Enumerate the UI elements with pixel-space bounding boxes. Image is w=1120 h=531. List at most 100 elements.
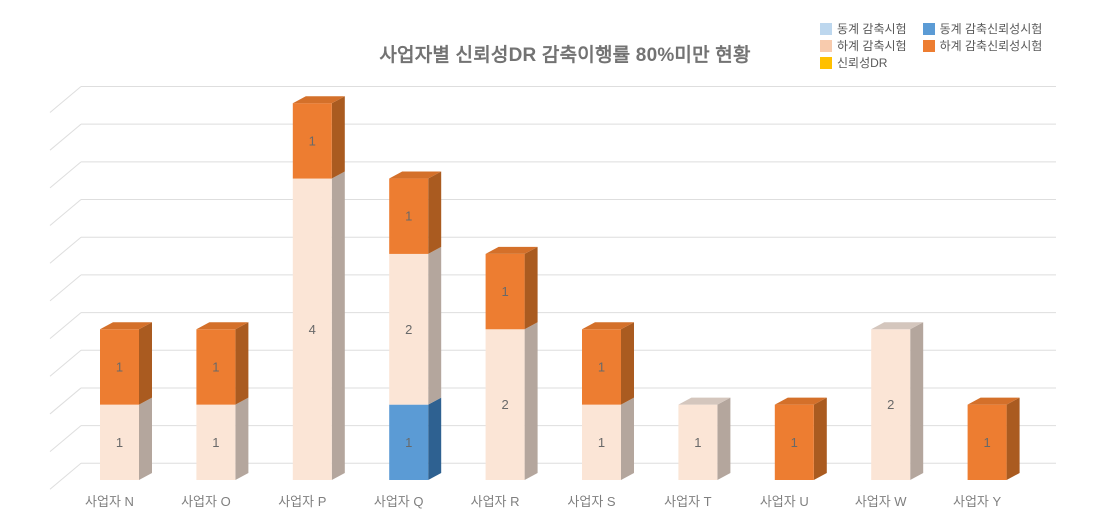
bar-segment-side [621,397,634,480]
legend-label: 동계 감축신뢰성시험 [939,22,1043,36]
bar-segment [100,404,139,480]
gridline-sidewall [49,274,82,302]
legend-swatch-icon [820,57,832,69]
gridline-sidewall [49,462,82,490]
bar-segment-side [813,397,827,480]
gridline-sidewall [49,86,82,113]
legend-label: 동계 감축시험 [837,22,907,36]
bar-value-label: 1 [791,435,798,450]
bar-segment-side [428,246,442,405]
x-axis-label: 사업자 W [855,494,907,509]
gridline-sidewall [49,236,82,264]
bar-segment-top [678,397,731,405]
bar-segment-top [100,322,152,330]
bar-segment [389,253,429,405]
bar-value-label: 1 [694,435,701,450]
bar-value-label: 1 [212,435,219,450]
bar-segment [774,404,814,480]
legend-item: 하계 감축시험 [820,39,907,53]
bar-segment-top [485,246,538,254]
bar-segment-top [774,397,827,405]
gridline-sidewall [49,123,82,151]
bar-value-label: 4 [309,322,316,337]
bar-segment-side [524,322,538,480]
legend-label: 하계 감축신뢰성시험 [939,39,1043,53]
bar-segment [196,329,236,405]
bar-value-label: 1 [116,359,123,374]
x-axis-label: 사업자 Q [374,494,424,509]
bar-segment [389,404,429,480]
bar-segment [678,404,718,480]
x-axis-label: 사업자 S [567,494,615,509]
gridline-sidewall [49,312,82,339]
legend-swatch-icon [820,40,832,52]
bar-segment-side [1006,397,1020,480]
bar-value-label: 1 [598,359,605,374]
legend-item: 동계 감축신뢰성시험 [922,22,1043,36]
bar-segment-top [871,322,924,330]
bar-segment-side [621,322,634,405]
legend-swatch-icon [922,40,935,52]
legend-label: 신뢰성DR [837,56,888,70]
bar-segment [196,404,236,480]
x-axis-label: 사업자 R [471,494,520,509]
bar-segment [582,404,621,480]
bar-segment [582,329,621,405]
legend-item: 신뢰성DR [820,56,887,70]
bar-value-label: 1 [405,209,412,224]
bar-value-label: 2 [501,397,508,412]
bar-segment-top [292,96,345,104]
gridline-sidewall [49,387,82,415]
gridline-sidewall [49,425,82,453]
bar-value-label: 1 [116,435,123,450]
bar-segment-side [331,96,345,179]
bar-segment-top [196,322,249,330]
bar-value-label: 1 [983,435,990,450]
bar-segment [292,103,332,179]
x-axis-label: 사업자 N [85,494,134,509]
x-axis-label: 사업자 T [664,494,711,509]
bar-value-label: 1 [405,435,412,450]
bar-value-label: 2 [405,322,412,337]
bar-segment [292,178,332,480]
bar-value-label: 1 [309,133,316,148]
bar-value-label: 1 [598,435,605,450]
x-axis-label: 사업자 Y [953,494,1001,509]
bar-segment [485,329,525,480]
bar-segment-side [235,322,249,405]
legend-swatch-icon [820,23,832,35]
bar-segment-side [331,171,345,480]
bar-value-label: 1 [212,359,219,374]
bar-segment-top [389,171,442,179]
gridline-sidewall [49,349,82,377]
bar-segment-side [235,397,249,480]
x-axis-label: 사업자 O [181,494,231,509]
gridline-sidewall [49,199,82,226]
bar-value-label: 2 [887,397,894,412]
chart-title: 사업자별 신뢰성DR 감축이행률 80%미만 현황 [379,45,751,66]
bar-segment-side [524,246,538,330]
bar-segment [389,178,429,254]
bar-segment-side [428,171,442,254]
legend-item: 하계 감축신뢰성시험 [922,39,1043,53]
x-axis-label: 사업자 P [278,494,326,509]
bar-segment [100,329,139,405]
bar-segment [967,404,1007,480]
bar-segment [871,329,911,480]
bar-segment-side [139,322,152,405]
bar-segment [485,253,525,330]
bar-segment-side [717,397,731,480]
x-axis-label: 사업자 U [760,494,809,509]
legend-label: 하계 감축시험 [837,39,907,53]
bar-segment-side [910,322,924,480]
legend-item: 동계 감축시험 [820,22,907,36]
bar-segment-side [428,397,442,480]
bar-segment-side [139,397,152,480]
legend-swatch-icon [922,23,935,35]
bar-value-label: 1 [501,284,508,299]
gridline-sidewall [49,161,82,189]
bar-segment-top [582,322,634,330]
